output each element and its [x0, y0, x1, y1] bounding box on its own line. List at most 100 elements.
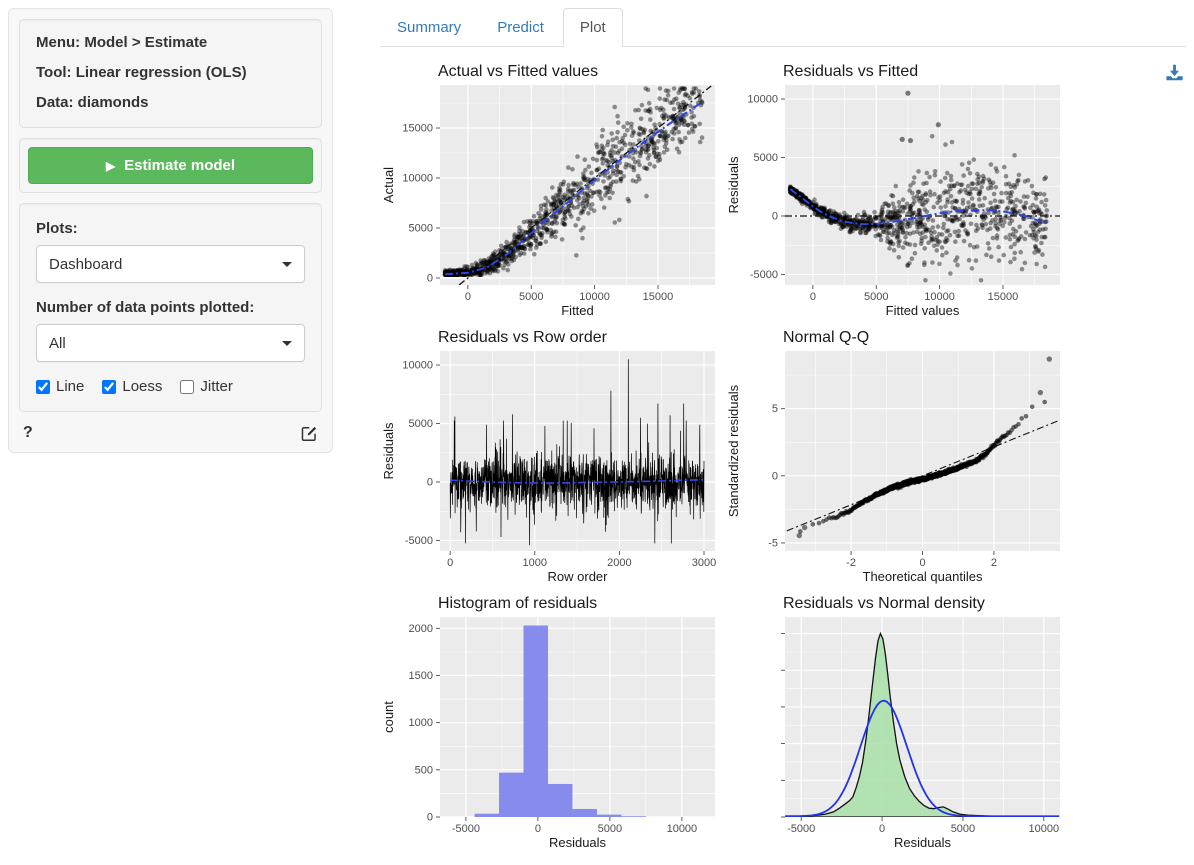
dashboard-plots: Actual vs Fitted values 0 5000 10000 15000 0…: [380, 55, 1186, 851]
tab-predict-label: Predict: [497, 19, 544, 36]
svg-text:10000: 10000: [402, 173, 433, 185]
plot-title: Residuals vs Row order: [438, 329, 607, 346]
svg-text:0: 0: [810, 291, 816, 303]
svg-text:15000: 15000: [643, 291, 674, 303]
svg-text:Residuals: Residuals: [894, 835, 952, 850]
svg-text:-5: -5: [768, 537, 778, 549]
plot-residuals-vs-row-order-canvas: 0 1000 2000 3000 -5000 0 5000 10000 Row order Res…: [381, 351, 716, 584]
svg-text:0: 0: [447, 557, 453, 569]
svg-text:0: 0: [427, 476, 433, 488]
svg-text:5000: 5000: [864, 291, 888, 303]
svg-text:Residuals: Residuals: [726, 156, 741, 214]
plot-residuals-vs-normal-density-canvas: -5000 0 5000 10000 Residuals: [781, 617, 1060, 850]
plot-residuals-vs-row-order: Residuals vs Row order 0 1000 2000 3000 -500…: [380, 321, 725, 585]
svg-text:5000: 5000: [598, 823, 622, 835]
svg-text:0: 0: [772, 210, 778, 222]
svg-text:0: 0: [535, 823, 541, 835]
svg-text:500: 500: [415, 764, 433, 776]
model-info-well: Menu: Model > Estimate Tool: Linear regr…: [19, 19, 322, 128]
plot-title: Normal Q-Q: [783, 329, 870, 346]
svg-text:10000: 10000: [402, 360, 433, 372]
svg-text:count: count: [381, 701, 396, 733]
svg-text:2: 2: [991, 557, 997, 569]
svg-text:0: 0: [919, 557, 925, 569]
svg-text:Residuals: Residuals: [381, 422, 396, 480]
jitter-checkbox[interactable]: Jitter: [180, 378, 233, 395]
svg-text:0: 0: [465, 291, 471, 303]
svg-text:5000: 5000: [519, 291, 543, 303]
plot-normal-qq: Normal Q-Q -2 0 2 -5 0 5 Theoretical quantiles…: [725, 321, 1070, 585]
plots-select[interactable]: Dashboard: [36, 245, 305, 283]
plot-controls-well: Plots: Dashboard Number of data points p…: [19, 203, 322, 412]
tool-info: Tool: Linear regression (OLS): [36, 64, 247, 81]
svg-text:10000: 10000: [579, 291, 610, 303]
download-plot-button[interactable]: [1165, 63, 1184, 82]
plot-histogram-of-residuals-canvas: -5000 0 5000 10000 0 500 1000 1500 2000 Residuals…: [381, 617, 715, 850]
plot-title: Residuals vs Normal density: [783, 595, 985, 612]
svg-text:-5000: -5000: [405, 535, 433, 547]
caret-down-icon: [282, 261, 292, 267]
jitter-checkbox-input[interactable]: [180, 379, 195, 394]
svg-text:Row order: Row order: [548, 569, 609, 584]
svg-text:-5000: -5000: [452, 823, 480, 835]
menu-info: Menu: Model > Estimate: [36, 34, 208, 51]
estimate-model-label: Estimate model: [124, 157, 236, 174]
plots-select-value: Dashboard: [49, 255, 123, 273]
plot-normal-qq-canvas: -2 0 2 -5 0 5 Theoretical quantiles Standardize…: [726, 351, 1060, 584]
line-checkbox-input[interactable]: [36, 379, 50, 394]
svg-text:Fitted: Fitted: [561, 303, 594, 318]
estimate-well: ▶ Estimate model: [19, 138, 322, 193]
main-content: Summary Predict Plot Actual vs Fitted va…: [341, 8, 1186, 851]
svg-text:10000: 10000: [1029, 823, 1060, 835]
svg-text:5000: 5000: [409, 223, 433, 235]
svg-text:5: 5: [772, 403, 778, 415]
svg-text:5000: 5000: [754, 152, 778, 164]
loess-checkbox-label: Loess: [122, 378, 163, 395]
plot-actual-vs-fitted-canvas: 0 5000 10000 15000 0 5000 10000 15000 Fitted Actu…: [381, 85, 715, 318]
model-form-panel: Menu: Model > Estimate Tool: Linear regr…: [8, 8, 333, 453]
svg-text:1000: 1000: [523, 557, 547, 569]
svg-text:1000: 1000: [409, 717, 433, 729]
tab-predict[interactable]: Predict: [480, 8, 561, 47]
npoints-label: Number of data points plotted:: [36, 299, 255, 316]
line-checkbox-label: Line: [56, 378, 85, 395]
plot-residuals-vs-fitted: Residuals vs Fitted 0 5000 10000 15000 -5000…: [725, 55, 1070, 319]
svg-text:3000: 3000: [692, 557, 716, 569]
sidebar: Menu: Model > Estimate Tool: Linear regr…: [8, 8, 333, 843]
svg-text:0: 0: [772, 470, 778, 482]
loess-checkbox-input[interactable]: [102, 379, 117, 394]
plot-title: Residuals vs Fitted: [783, 63, 919, 80]
line-checkbox[interactable]: Line: [36, 378, 84, 395]
tab-summary-label: Summary: [397, 19, 462, 36]
svg-text:0: 0: [879, 823, 885, 835]
svg-text:5000: 5000: [409, 418, 433, 430]
plot-panel: Actual vs Fitted values 0 5000 10000 15000 0…: [380, 55, 1186, 851]
tab-plot-label: Plot: [562, 8, 623, 47]
svg-text:0: 0: [427, 273, 433, 285]
svg-text:-5000: -5000: [787, 823, 815, 835]
tab-plot[interactable]: Plot: [562, 8, 623, 47]
play-icon: ▶: [105, 158, 116, 173]
svg-text:10000: 10000: [747, 94, 778, 106]
loess-checkbox[interactable]: Loess: [102, 378, 162, 395]
svg-text:10000: 10000: [924, 291, 955, 303]
svg-text:2000: 2000: [607, 557, 631, 569]
svg-text:15000: 15000: [402, 123, 433, 135]
npoints-select[interactable]: All: [36, 324, 305, 362]
edit-report-icon[interactable]: [301, 425, 318, 442]
svg-text:Residuals: Residuals: [549, 835, 607, 850]
svg-text:Standardized residuals: Standardized residuals: [726, 384, 741, 517]
plot-residuals-vs-normal-density: Residuals vs Normal density -5000 0 5000 10…: [725, 587, 1070, 851]
tab-bar: Summary Predict Plot: [380, 8, 1186, 47]
sidebar-footer: ?: [19, 422, 322, 444]
svg-text:0: 0: [427, 812, 433, 824]
estimate-model-button[interactable]: ▶ Estimate model: [28, 147, 313, 184]
help-link[interactable]: ?: [23, 424, 33, 441]
tab-summary[interactable]: Summary: [380, 8, 478, 47]
plot-actual-vs-fitted: Actual vs Fitted values 0 5000 10000 15000 0…: [380, 55, 725, 319]
data-info: Data: diamonds: [36, 94, 149, 111]
svg-text:2000: 2000: [409, 623, 433, 635]
svg-text:-5000: -5000: [750, 269, 778, 281]
